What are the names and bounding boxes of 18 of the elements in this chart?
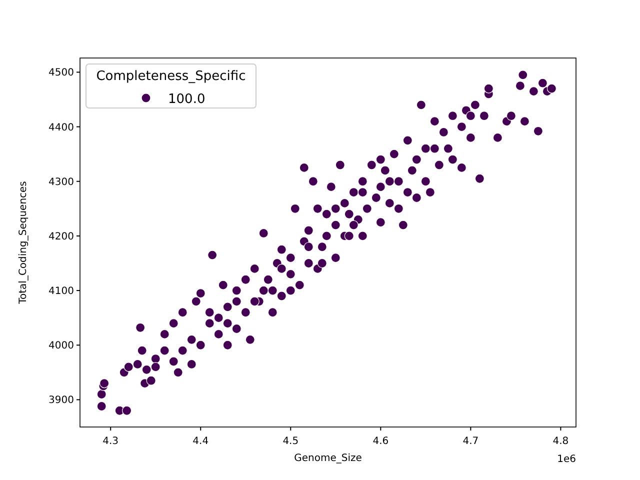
x-tick-label: 4.4	[192, 436, 209, 447]
y-tick-label: 4200	[48, 231, 74, 242]
y-axis-title: Total_Coding_Sequences	[18, 181, 29, 305]
x-axis-title: Genome_Size	[294, 453, 362, 464]
x-tick-label: 4.3	[102, 436, 119, 447]
x-tick-label: 4.6	[372, 436, 389, 447]
y-tick-label: 4500	[48, 68, 74, 79]
x-tick-label: 4.7	[462, 436, 479, 447]
y-tick-label: 4300	[48, 176, 74, 188]
y-tick-label: 4100	[48, 286, 74, 298]
y-tick-label: 4000	[48, 340, 74, 352]
x-tick-label: 4.8	[552, 436, 569, 447]
legend-label: 100.0	[168, 92, 206, 107]
y-tick-label: 4400	[48, 122, 74, 134]
x-tick-label: 4.5	[282, 436, 299, 447]
y-tick-label: 3900	[48, 395, 74, 406]
text: 1e6	[557, 454, 576, 465]
legend-title: Completeness_Specific	[96, 69, 246, 84]
